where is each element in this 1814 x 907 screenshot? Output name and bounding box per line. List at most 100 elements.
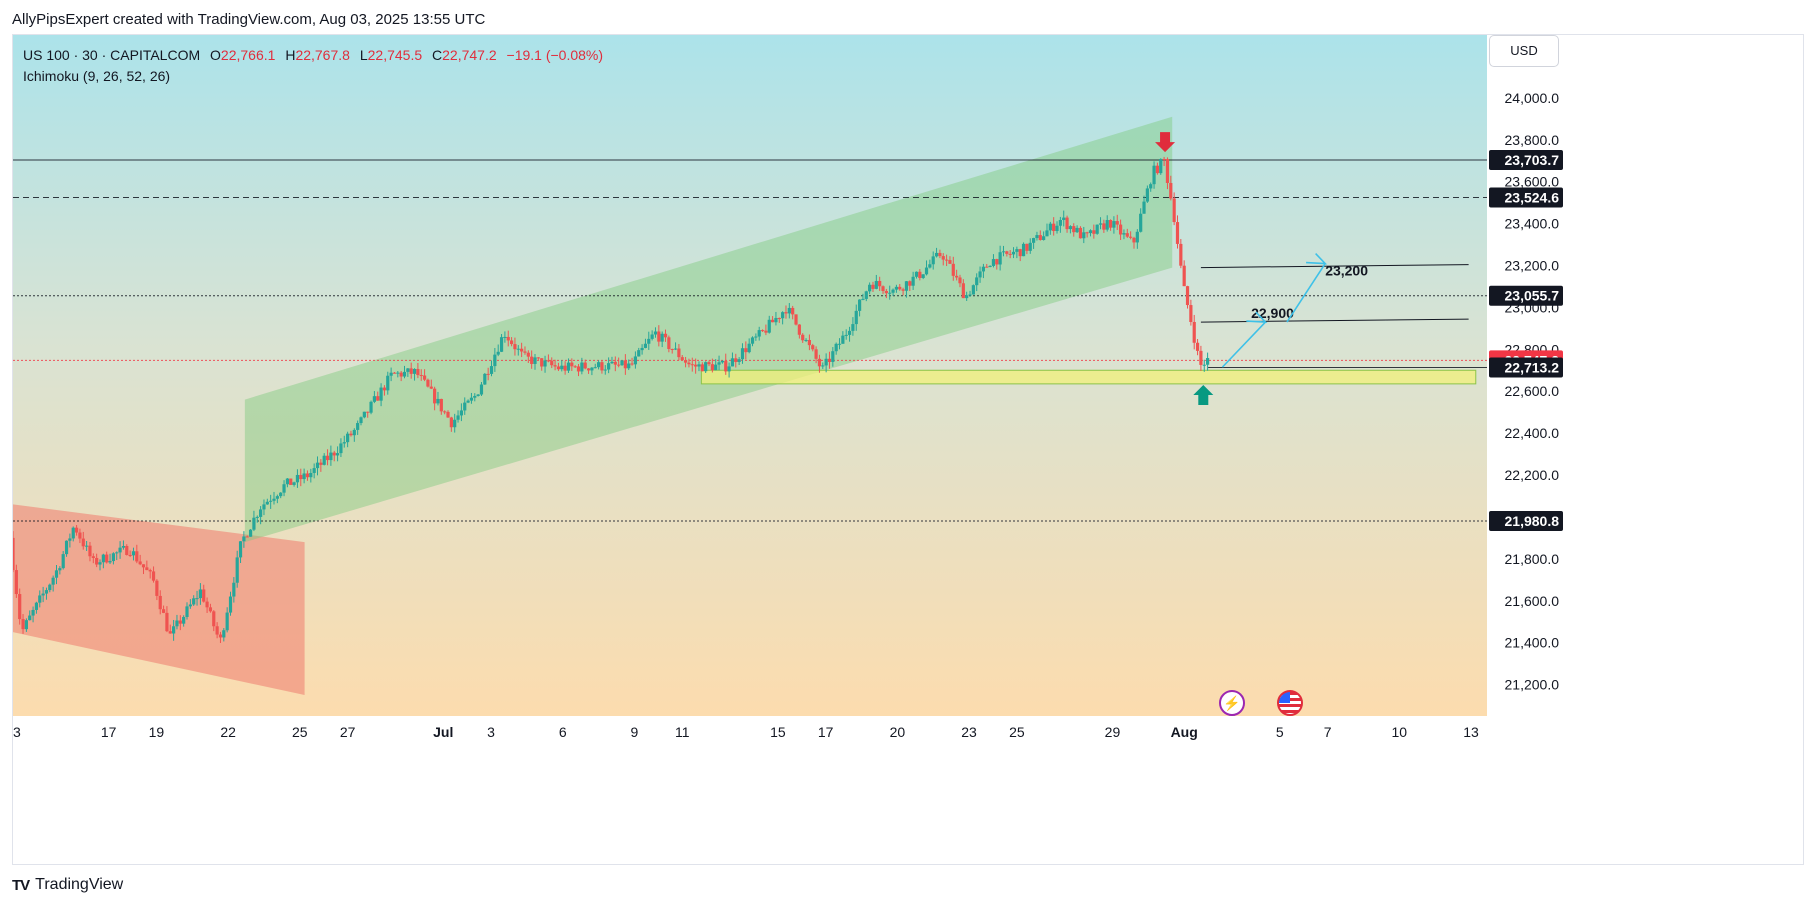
- candles-layer: [13, 156, 1210, 643]
- candle-body: [131, 551, 136, 556]
- candle-body: [1028, 242, 1032, 251]
- candle-body: [871, 284, 875, 289]
- candle-body: [881, 286, 885, 291]
- price-tag-bg: [1489, 357, 1563, 378]
- us-flag-icon[interactable]: [1277, 690, 1303, 716]
- candle-body: [396, 372, 400, 374]
- candle-body: [235, 557, 239, 583]
- candle-body: [630, 363, 634, 365]
- candle-body: [115, 552, 119, 554]
- candle-body: [34, 602, 39, 610]
- candle-body: [1132, 237, 1136, 243]
- candle-body: [409, 368, 413, 374]
- candle-body: [694, 364, 698, 367]
- candle-body: [1088, 230, 1093, 234]
- x-tick-label: 6: [559, 724, 567, 740]
- candle-body: [690, 364, 694, 366]
- close-value: 22,747.2: [442, 47, 497, 63]
- candle-body: [493, 354, 497, 367]
- candle-body: [750, 337, 755, 344]
- candle-body: [981, 266, 986, 272]
- candle-body: [1129, 236, 1133, 238]
- candle-body: [1085, 232, 1089, 234]
- ascending-channel: [244, 116, 1173, 543]
- candle-body: [1095, 224, 1099, 234]
- candle-body: [64, 540, 69, 555]
- low-value: 22,745.5: [367, 47, 423, 63]
- candle-body: [305, 473, 310, 478]
- indicator-name[interactable]: Ichimoku (9, 26, 52, 26): [23, 68, 171, 84]
- candle-body: [908, 281, 912, 286]
- candle-body: [1165, 159, 1170, 183]
- currency-button[interactable]: USD: [1489, 35, 1559, 67]
- candle-body: [192, 598, 196, 605]
- candle-body: [248, 529, 253, 537]
- lightning-icon[interactable]: ⚡: [1219, 690, 1245, 716]
- candle-body: [596, 362, 601, 368]
- x-tick-label: 13: [1463, 724, 1479, 740]
- chart-frame[interactable]: 22,900 23,200 21,200.0 21,400.0 21,600.0 21,…: [12, 34, 1804, 865]
- candle-body: [1175, 222, 1180, 244]
- candle-body: [1202, 364, 1206, 366]
- candle-body: [172, 626, 176, 634]
- candle-body: [1015, 249, 1019, 252]
- candle-body: [995, 259, 999, 265]
- candle-body: [697, 364, 701, 367]
- candle-body: [1018, 249, 1022, 257]
- candle-body: [503, 336, 507, 338]
- open-value: 22,766.1: [220, 47, 276, 63]
- candle-body: [831, 351, 835, 362]
- candle-body: [1206, 358, 1210, 365]
- candle-body: [399, 372, 403, 377]
- candle-body: [44, 590, 49, 594]
- candle-body: [325, 455, 330, 461]
- projection-arrow-1: [1221, 321, 1267, 368]
- price-tag-23,703.7: 23,703.7: [1505, 152, 1560, 168]
- candle-body: [791, 307, 795, 315]
- candle-body: [41, 593, 45, 596]
- candle-body: [1139, 213, 1143, 232]
- candle-body: [1119, 224, 1123, 235]
- candle-body: [650, 334, 654, 339]
- x-tick-label: 25: [292, 724, 308, 740]
- candle-body: [593, 367, 597, 369]
- symbol-name[interactable]: US 100 · 30 · CAPITALCOM: [23, 47, 201, 63]
- candle-body: [81, 538, 85, 547]
- candle-body: [1199, 350, 1203, 365]
- candle-body: [1152, 165, 1156, 185]
- candle-body: [680, 357, 684, 361]
- candle-body: [931, 256, 935, 265]
- candle-body: [663, 333, 668, 338]
- y-tick-label: 23,400.0: [1505, 216, 1560, 232]
- candle-body: [640, 347, 644, 351]
- candle-body: [1108, 220, 1113, 228]
- price-tag-bg: [1489, 187, 1563, 208]
- candle-body: [878, 280, 882, 287]
- high-label: H: [285, 47, 296, 63]
- candle-body: [125, 546, 129, 555]
- candle-body: [135, 551, 139, 562]
- candle-body: [1185, 286, 1190, 306]
- candle-body: [61, 554, 65, 569]
- candle-body: [1021, 243, 1026, 257]
- candle-body: [272, 498, 276, 501]
- candle-body: [1065, 217, 1069, 230]
- candle-body: [526, 352, 530, 357]
- candle-body: [138, 561, 142, 565]
- candle-body: [155, 580, 159, 596]
- candle-body: [576, 366, 581, 372]
- candle-body: [764, 330, 768, 333]
- candle-body: [443, 411, 447, 413]
- candle-body: [1042, 236, 1046, 240]
- tradingview-logo-icon[interactable]: TV: [12, 876, 30, 894]
- candle-body: [1098, 223, 1103, 225]
- candle-body: [583, 362, 587, 369]
- candle-body: [315, 462, 320, 469]
- tradingview-brand[interactable]: TradingView: [35, 876, 124, 893]
- candle-body: [466, 400, 470, 403]
- target-line-23200: [1200, 264, 1469, 269]
- candle-body: [901, 289, 905, 291]
- candle-body: [309, 472, 313, 478]
- chart-canvas[interactable]: 22,900 23,200 21,200.0 21,400.0 21,600.0 21,…: [13, 35, 1803, 864]
- target-line-22900: [1200, 318, 1469, 323]
